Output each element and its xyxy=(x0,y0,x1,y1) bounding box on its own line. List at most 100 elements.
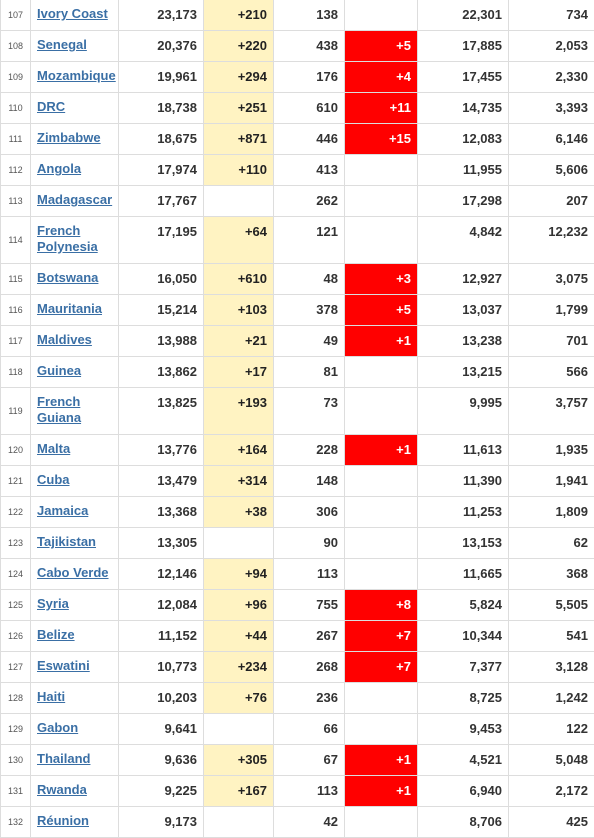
recovered-cell: 4,842 xyxy=(417,216,509,264)
rank-cell: 126 xyxy=(0,620,31,652)
total-cases-cell: 12,146 xyxy=(118,558,204,590)
total-cases-cell: 16,050 xyxy=(118,263,204,295)
new-deaths-cell xyxy=(344,713,418,745)
total-cases-cell: 13,305 xyxy=(118,527,204,559)
new-deaths-cell: +3 xyxy=(344,263,418,295)
active-cases-cell: 5,505 xyxy=(508,589,594,621)
new-cases-cell: +110 xyxy=(203,154,274,186)
country-cell: Ivory Coast xyxy=(30,0,119,31)
new-deaths-cell xyxy=(344,356,418,388)
country-link[interactable]: Cuba xyxy=(37,472,70,487)
country-link[interactable]: Madagascar xyxy=(37,192,113,207)
new-cases-cell: +76 xyxy=(203,682,274,714)
new-cases-cell: +210 xyxy=(203,0,274,31)
total-deaths-cell: 113 xyxy=(273,775,345,807)
total-deaths-cell: 42 xyxy=(273,806,345,838)
rank-cell: 130 xyxy=(0,744,31,776)
total-deaths-cell: 138 xyxy=(273,0,345,31)
country-cell: Réunion xyxy=(30,806,119,838)
country-link[interactable]: Jamaica xyxy=(37,503,89,518)
country-link[interactable]: Botswana xyxy=(37,270,99,285)
rank-cell: 132 xyxy=(0,806,31,838)
new-cases-cell: +44 xyxy=(203,620,274,652)
total-cases-cell: 13,862 xyxy=(118,356,204,388)
total-cases-cell: 10,773 xyxy=(118,651,204,683)
new-cases-cell: +64 xyxy=(203,216,274,264)
table-row: 123 Tajikistan 13,305 90 13,153 62 xyxy=(0,527,594,559)
rank-cell: 128 xyxy=(0,682,31,714)
country-link[interactable]: Gabon xyxy=(37,720,79,735)
country-link[interactable]: Réunion xyxy=(37,813,89,828)
country-link[interactable]: French Guiana xyxy=(37,394,82,425)
table-row: 122 Jamaica 13,368 +38 306 11,253 1,809 xyxy=(0,496,594,528)
country-cell: Rwanda xyxy=(30,775,119,807)
rank-cell: 123 xyxy=(0,527,31,559)
table-row: 119 French Guiana 13,825 +193 73 9,995 3,757 xyxy=(0,387,594,435)
active-cases-cell: 1,242 xyxy=(508,682,594,714)
new-deaths-cell: +1 xyxy=(344,775,418,807)
total-cases-cell: 10,203 xyxy=(118,682,204,714)
new-cases-cell: +164 xyxy=(203,434,274,466)
country-link[interactable]: Rwanda xyxy=(37,782,87,797)
table-row: 131 Rwanda 9,225 +167 113 +1 6,940 2,172 xyxy=(0,775,594,807)
active-cases-cell: 566 xyxy=(508,356,594,388)
country-link[interactable]: Tajikistan xyxy=(37,534,97,549)
table-row: 130 Thailand 9,636 +305 67 +1 4,521 5,048 xyxy=(0,744,594,776)
new-deaths-cell: +1 xyxy=(344,325,418,357)
country-link[interactable]: DRC xyxy=(37,99,66,114)
country-link[interactable]: Thailand xyxy=(37,751,91,766)
new-cases-cell: +38 xyxy=(203,496,274,528)
country-link[interactable]: Ivory Coast xyxy=(37,6,108,21)
total-cases-cell: 9,173 xyxy=(118,806,204,838)
active-cases-cell: 1,809 xyxy=(508,496,594,528)
country-link[interactable]: Syria xyxy=(37,596,69,611)
new-deaths-cell xyxy=(344,216,418,264)
table-row: 120 Malta 13,776 +164 228 +1 11,613 1,935 xyxy=(0,434,594,466)
table-row: 128 Haiti 10,203 +76 236 8,725 1,242 xyxy=(0,682,594,714)
country-link[interactable]: Cabo Verde xyxy=(37,565,109,580)
table-row: 107 Ivory Coast 23,173 +210 138 22,301 734 xyxy=(0,0,594,31)
country-link[interactable]: Mozambique xyxy=(37,68,116,83)
new-cases-cell: +17 xyxy=(203,356,274,388)
country-link[interactable]: Zimbabwe xyxy=(37,130,101,145)
new-cases-cell: +610 xyxy=(203,263,274,295)
recovered-cell: 4,521 xyxy=(417,744,509,776)
active-cases-cell: 2,053 xyxy=(508,30,594,62)
new-cases-cell: +251 xyxy=(203,92,274,124)
active-cases-cell: 6,146 xyxy=(508,123,594,155)
active-cases-cell: 3,393 xyxy=(508,92,594,124)
country-cell: Belize xyxy=(30,620,119,652)
country-link[interactable]: French Polynesia xyxy=(37,223,98,254)
new-cases-cell: +871 xyxy=(203,123,274,155)
country-link[interactable]: Mauritania xyxy=(37,301,103,316)
recovered-cell: 7,377 xyxy=(417,651,509,683)
country-link[interactable]: Angola xyxy=(37,161,82,176)
total-deaths-cell: 378 xyxy=(273,294,345,326)
total-cases-cell: 13,776 xyxy=(118,434,204,466)
country-link[interactable]: Maldives xyxy=(37,332,92,347)
rank-cell: 118 xyxy=(0,356,31,388)
new-cases-cell: +21 xyxy=(203,325,274,357)
country-link[interactable]: Guinea xyxy=(37,363,82,378)
country-link[interactable]: Senegal xyxy=(37,37,87,52)
active-cases-cell: 541 xyxy=(508,620,594,652)
country-cell: Eswatini xyxy=(30,651,119,683)
country-cell: Gabon xyxy=(30,713,119,745)
new-deaths-cell: +5 xyxy=(344,30,418,62)
recovered-cell: 8,725 xyxy=(417,682,509,714)
total-cases-cell: 12,084 xyxy=(118,589,204,621)
table-row: 129 Gabon 9,641 66 9,453 122 xyxy=(0,713,594,745)
recovered-cell: 13,215 xyxy=(417,356,509,388)
total-cases-cell: 17,195 xyxy=(118,216,204,264)
total-deaths-cell: 268 xyxy=(273,651,345,683)
recovered-cell: 11,665 xyxy=(417,558,509,590)
country-cell: Angola xyxy=(30,154,119,186)
active-cases-cell: 2,172 xyxy=(508,775,594,807)
country-link[interactable]: Eswatini xyxy=(37,658,90,673)
country-cell: Botswana xyxy=(30,263,119,295)
country-link[interactable]: Malta xyxy=(37,441,71,456)
new-deaths-cell: +11 xyxy=(344,92,418,124)
country-link[interactable]: Haiti xyxy=(37,689,66,704)
country-link[interactable]: Belize xyxy=(37,627,75,642)
